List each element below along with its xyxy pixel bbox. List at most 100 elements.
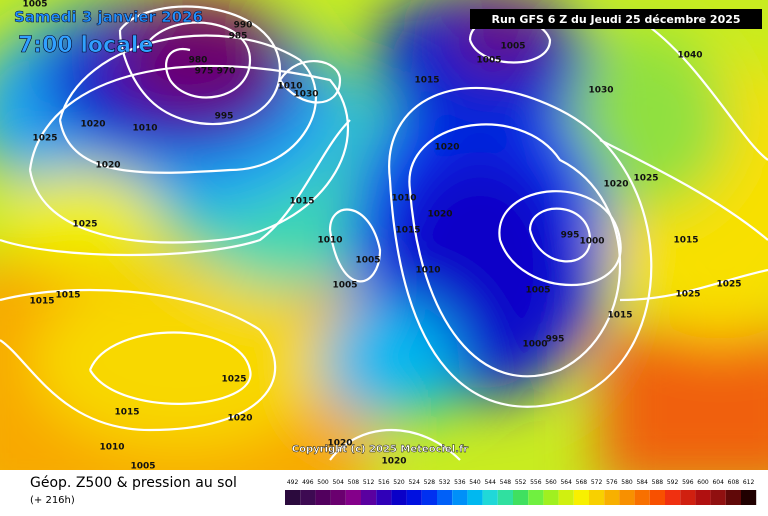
colorbar-label: 512 [363, 479, 375, 486]
colorbar-label: 596 [682, 479, 694, 486]
colorbar-label: 536 [454, 479, 466, 486]
colorbar-label: 580 [621, 479, 633, 486]
colorbar-label: 548 [500, 479, 512, 486]
isobar-label: 1010 [415, 266, 440, 276]
colorbar-label: 588 [652, 479, 664, 486]
isobar-label: 1025 [675, 290, 700, 300]
colorbar-label: 592 [667, 479, 679, 486]
colorbar-swatch [376, 490, 392, 505]
colorbar-swatch [330, 490, 346, 505]
colorbar-label: 604 [712, 479, 724, 486]
isobar-label: 985 [229, 32, 248, 42]
local-time: 7:00 locale [18, 33, 153, 58]
isobar-label: 1010 [317, 236, 342, 246]
isobar-label: 1005 [476, 56, 501, 66]
isobar-label: 1005 [22, 0, 47, 10]
colorbar-label: 552 [515, 479, 527, 486]
run-box [470, 9, 762, 29]
isobar-label: 1020 [427, 210, 452, 220]
colorbar-label: 496 [302, 479, 314, 486]
isobar-label: 1020 [80, 120, 105, 130]
colorbar-label: 544 [484, 479, 496, 486]
colorbar-swatch [528, 490, 544, 505]
isobar-label: 1025 [221, 375, 246, 385]
isobar-label: 1020 [434, 143, 459, 153]
isobar-label: 1005 [500, 42, 525, 52]
isobar-label: 990 [234, 21, 253, 31]
isobar-label: 975 [195, 67, 214, 77]
colorbar-swatch [482, 490, 498, 505]
colorbar-label: 492 [287, 479, 299, 486]
colorbar-swatch [513, 490, 529, 505]
isobar-label: 1020 [381, 457, 406, 467]
colorbar-label: 508 [348, 479, 360, 486]
colorbar-label: 576 [606, 479, 618, 486]
isobar-label: 1025 [72, 220, 97, 230]
colorbar-label: 572 [591, 479, 603, 486]
isobar-label: 1005 [525, 286, 550, 296]
isobar-label: 1020 [95, 161, 120, 171]
isobar-label: 1005 [332, 281, 357, 291]
colorbar-swatch [391, 490, 407, 505]
colorbar-label: 568 [576, 479, 588, 486]
isobar-label: 1030 [588, 86, 613, 96]
isobar-label: 1015 [114, 408, 139, 418]
colorbar-label: 584 [636, 479, 648, 486]
colorbar-swatch [406, 490, 422, 505]
colorbar-label: 560 [545, 479, 557, 486]
colorbar-label: 556 [530, 479, 542, 486]
copyright: Copyright (c) 2025 Meteociel.fr [292, 444, 469, 455]
colorbar: 492 496 500 504 508 512 516 520 524 528 532 536 540 5… [285, 479, 757, 505]
colorbar-swatch [725, 490, 741, 505]
footer-title: Géop. Z500 & pression au sol [30, 475, 237, 491]
colorbar-swatch [543, 490, 559, 505]
colorbar-swatch [589, 490, 605, 505]
colorbar-swatch [345, 490, 361, 505]
isobar-label: 1015 [29, 297, 54, 307]
colorbar-swatch [680, 490, 696, 505]
colorbar-swatch [665, 490, 681, 505]
isobar-label: 1000 [522, 340, 547, 350]
colorbar-swatch [573, 490, 589, 505]
colorbar-label: 532 [439, 479, 451, 486]
isobar-label: 1015 [289, 197, 314, 207]
colorbar-swatch [300, 490, 316, 505]
isobar-label: 1015 [55, 291, 80, 301]
isobar-label: 1030 [293, 90, 318, 100]
colorbar-label: 540 [469, 479, 481, 486]
isobar-label: 995 [546, 335, 565, 345]
isobar-label: 1025 [716, 280, 741, 290]
isobar-label: 1020 [227, 414, 252, 424]
colorbar-swatch [695, 490, 711, 505]
colorbar-swatch [437, 490, 453, 505]
isobar-label: 1015 [607, 311, 632, 321]
colorbar-label: 612 [743, 479, 755, 486]
isobar-label: 1015 [673, 236, 698, 246]
isobar-label: 1025 [32, 134, 57, 144]
run-info: Run GFS 6 Z du Jeudi 25 décembre 2025 [491, 13, 740, 26]
colorbar-swatch [604, 490, 620, 505]
colorbar-label: 504 [332, 479, 344, 486]
colorbar-label: 520 [393, 479, 405, 486]
colorbar-swatch [315, 490, 331, 505]
colorbar-swatch [467, 490, 483, 505]
isobar-label: 1010 [277, 82, 302, 92]
colorbar-swatch [710, 490, 726, 505]
footer-lead: (+ 216h) [30, 495, 75, 506]
colorbar-swatch [497, 490, 513, 505]
date: Samedi 3 janvier 2026 [14, 8, 203, 26]
colorbar-swatch [649, 490, 665, 505]
colorbar-label: 600 [697, 479, 709, 486]
isobar-label: 995 [215, 112, 234, 122]
isobar-label: 1000 [579, 237, 604, 247]
colorbar-label: 500 [317, 479, 329, 486]
colorbar-swatch [741, 490, 757, 505]
colorbar-swatch [452, 490, 468, 505]
isobar-label: 1010 [99, 443, 124, 453]
isobar-label: 1010 [132, 124, 157, 134]
isobar-label: 1015 [395, 226, 420, 236]
colorbar-label: 528 [424, 479, 436, 486]
